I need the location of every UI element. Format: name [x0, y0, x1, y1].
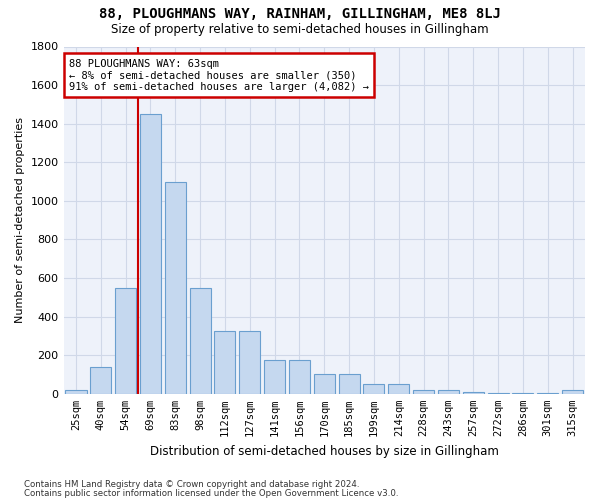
- Bar: [289, 360, 310, 394]
- Bar: [140, 114, 161, 394]
- Bar: [214, 331, 235, 394]
- Bar: [90, 367, 112, 394]
- Bar: [488, 393, 509, 394]
- Bar: [413, 390, 434, 394]
- Text: 88 PLOUGHMANS WAY: 63sqm
← 8% of semi-detached houses are smaller (350)
91% of s: 88 PLOUGHMANS WAY: 63sqm ← 8% of semi-de…: [69, 58, 369, 92]
- Bar: [239, 331, 260, 394]
- Y-axis label: Number of semi-detached properties: Number of semi-detached properties: [15, 117, 25, 323]
- Bar: [463, 392, 484, 394]
- X-axis label: Distribution of semi-detached houses by size in Gillingham: Distribution of semi-detached houses by …: [150, 444, 499, 458]
- Bar: [562, 390, 583, 394]
- Bar: [388, 384, 409, 394]
- Bar: [364, 384, 385, 394]
- Bar: [190, 288, 211, 394]
- Bar: [438, 390, 459, 394]
- Bar: [314, 374, 335, 394]
- Bar: [338, 374, 359, 394]
- Bar: [537, 393, 559, 394]
- Bar: [264, 360, 285, 394]
- Text: 88, PLOUGHMANS WAY, RAINHAM, GILLINGHAM, ME8 8LJ: 88, PLOUGHMANS WAY, RAINHAM, GILLINGHAM,…: [99, 8, 501, 22]
- Text: Contains HM Land Registry data © Crown copyright and database right 2024.: Contains HM Land Registry data © Crown c…: [24, 480, 359, 489]
- Bar: [165, 182, 186, 394]
- Bar: [65, 390, 86, 394]
- Bar: [115, 288, 136, 394]
- Text: Size of property relative to semi-detached houses in Gillingham: Size of property relative to semi-detach…: [111, 22, 489, 36]
- Text: Contains public sector information licensed under the Open Government Licence v3: Contains public sector information licen…: [24, 490, 398, 498]
- Bar: [512, 393, 533, 394]
